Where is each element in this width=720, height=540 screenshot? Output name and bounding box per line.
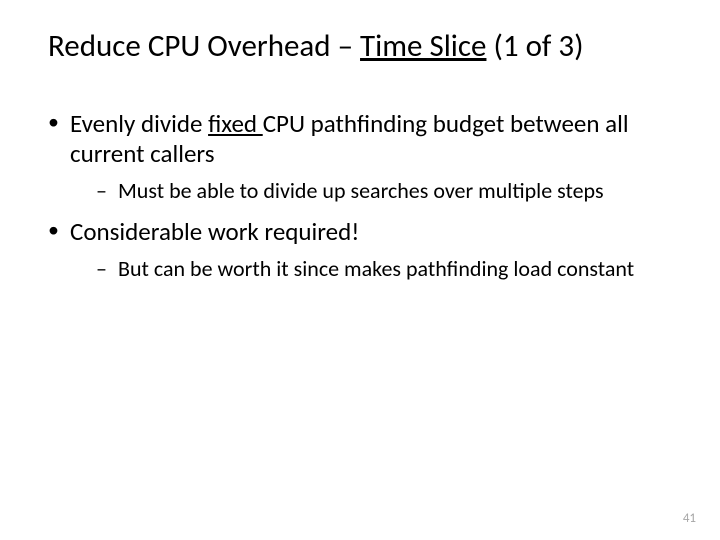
slide-title: Reduce CPU Overhead – Time Slice (1 of 3…	[48, 28, 672, 65]
bullet-text-pre: Considerable work required!	[70, 216, 359, 247]
bullet-item: Considerable work required! But can be w…	[48, 217, 672, 283]
sub-bullet-list: But can be worth it since makes pathfind…	[70, 255, 672, 283]
sub-bullet-list: Must be able to divide up searches over …	[70, 177, 672, 205]
title-prefix: Reduce CPU Overhead –	[48, 27, 360, 65]
sub-bullet-item: Must be able to divide up searches over …	[96, 177, 672, 205]
sub-bullet-item: But can be worth it since makes pathfind…	[96, 255, 672, 283]
title-suffix: (1 of 3)	[486, 27, 583, 65]
title-underlined: Time Slice	[360, 27, 486, 65]
bullet-text-pre: Evenly divide	[70, 108, 208, 139]
bullet-list: Evenly divide fixed CPU pathfinding budg…	[48, 109, 672, 282]
page-number: 41	[683, 511, 696, 526]
bullet-text-underlined: fixed	[208, 108, 263, 139]
slide-container: Reduce CPU Overhead – Time Slice (1 of 3…	[0, 0, 720, 540]
bullet-item: Evenly divide fixed CPU pathfinding budg…	[48, 109, 672, 205]
